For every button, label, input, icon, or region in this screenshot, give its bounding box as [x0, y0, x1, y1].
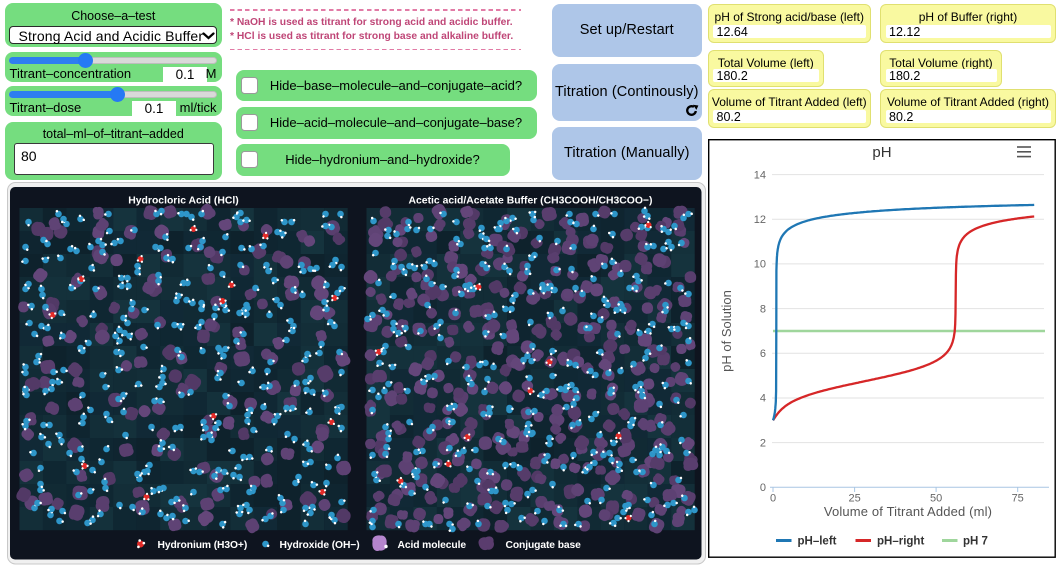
svg-text:pH: pH: [872, 144, 891, 161]
svg-text:75: 75: [1012, 493, 1024, 505]
svg-text:14: 14: [754, 169, 766, 181]
svg-text:0: 0: [770, 493, 776, 505]
svg-text:pH–right: pH–right: [877, 536, 924, 548]
svg-text:Conjugate base: Conjugate base: [505, 540, 581, 551]
svg-text:10: 10: [754, 259, 766, 271]
svg-text:Acetic acid/Acetate Buffer (CH: Acetic acid/Acetate Buffer (CH3COOH/CH3C…: [408, 196, 652, 207]
svg-text:8: 8: [760, 303, 766, 315]
svg-text:Hydroxide (OH−): Hydroxide (OH−): [279, 540, 359, 551]
svg-text:Hydrocloric Acid (HCl): Hydrocloric Acid (HCl): [128, 196, 238, 207]
svg-text:2: 2: [760, 437, 766, 449]
svg-text:6: 6: [760, 348, 766, 360]
svg-text:pH 7: pH 7: [963, 536, 988, 548]
svg-text:pH–left: pH–left: [798, 536, 837, 548]
svg-text:Volume of Titrant Added (ml): Volume of Titrant Added (ml): [824, 504, 992, 519]
svg-text:25: 25: [848, 493, 860, 505]
svg-text:4: 4: [760, 393, 766, 405]
svg-text:pH of Solution: pH of Solution: [719, 290, 734, 372]
svg-text:0: 0: [760, 482, 766, 494]
svg-text:Hydronium (H3O+): Hydronium (H3O+): [157, 540, 247, 551]
svg-text:50: 50: [930, 493, 942, 505]
svg-text:Acid molecule: Acid molecule: [397, 540, 466, 551]
svg-text:12: 12: [754, 214, 766, 226]
